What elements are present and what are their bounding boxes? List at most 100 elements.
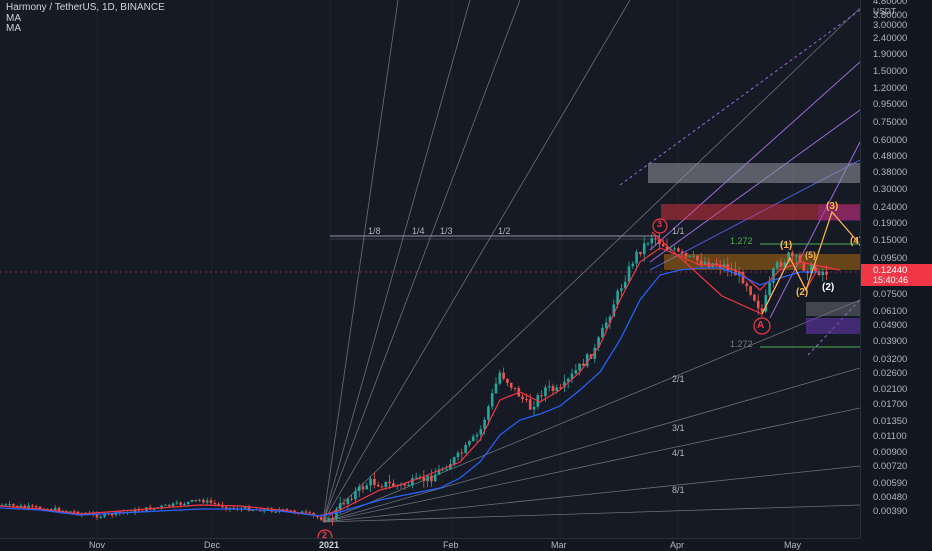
candle-body — [509, 382, 513, 388]
zone-red — [661, 204, 860, 220]
fan-label-4-1: 4/1 — [672, 448, 685, 458]
candle-body — [338, 503, 342, 510]
candle-body — [407, 485, 410, 487]
candle-body — [673, 248, 676, 250]
wave-label-2b: (2) — [822, 282, 835, 293]
candle-body — [65, 510, 68, 512]
wave-label-A: A — [757, 320, 765, 331]
wave-label-3-orange: (3) — [826, 201, 839, 212]
candle-body — [547, 386, 551, 388]
zone-purple-low — [806, 318, 860, 334]
candle-body — [616, 290, 619, 305]
candle-body — [513, 387, 517, 389]
candle-body — [498, 372, 502, 384]
candle-body — [335, 509, 338, 519]
candle-body — [692, 255, 695, 257]
fan-label-8-1: 8/1 — [672, 485, 685, 495]
candle-body — [441, 469, 445, 471]
candle-body — [312, 513, 315, 516]
candle-body — [133, 509, 137, 513]
price-level: 0.75000 — [873, 117, 908, 128]
candle-body — [680, 251, 684, 253]
candle-body — [53, 507, 57, 511]
candle-body — [768, 282, 771, 296]
fan-label-1-8: 1/8 — [368, 226, 381, 236]
price-level: 0.03200 — [873, 354, 908, 365]
price-chart-canvas[interactable] — [0, 0, 860, 538]
price-level: 0.09500 — [873, 253, 908, 264]
price-level: 2.40000 — [873, 33, 908, 44]
candle-body — [608, 316, 612, 323]
candle-body — [308, 512, 312, 514]
time-label-feb: Feb — [443, 540, 459, 550]
symbol-title[interactable]: Harmony / TetherUS, 1D, BINANCE — [6, 2, 165, 13]
candle-body — [316, 515, 319, 518]
candle-body — [357, 486, 361, 492]
time-axis[interactable]: Nov Dec 2021 Feb Mar Apr May — [0, 538, 860, 551]
candle-body — [468, 440, 471, 445]
chart-legend[interactable]: Harmony / TetherUS, 1D, BINANCE MA MA — [6, 2, 165, 35]
candle-body — [783, 262, 787, 267]
candle-body — [737, 271, 741, 276]
candle-body — [369, 478, 372, 486]
price-level: 0.19000 — [873, 218, 908, 229]
wave-orange-path — [761, 210, 859, 315]
candle-body — [69, 511, 72, 513]
price-unit: USDT — [873, 6, 897, 16]
candle-body — [555, 387, 559, 391]
candle-body — [623, 281, 627, 289]
candle-body — [658, 239, 661, 245]
candle-body — [741, 271, 745, 284]
price-level: 0.00900 — [873, 447, 908, 458]
candle-body — [346, 498, 350, 504]
scale-corner[interactable] — [860, 538, 932, 550]
candle-body — [243, 506, 247, 509]
price-level: 3.00000 — [873, 20, 908, 31]
candle-body — [756, 300, 760, 309]
candle-body — [19, 505, 23, 508]
wave-label-3: 3 — [657, 219, 663, 229]
price-level-top: 4.80000 — [873, 0, 908, 7]
candle-body — [23, 505, 27, 508]
candle-body — [110, 513, 114, 516]
price-level: 3.80000 — [873, 10, 908, 21]
time-label-mar: Mar — [551, 540, 567, 550]
candle-body — [764, 295, 768, 312]
candle-body — [12, 504, 15, 506]
candle-body — [787, 252, 790, 263]
price-level: 0.01350 — [873, 416, 908, 427]
candle-body — [281, 509, 285, 511]
candle-body — [479, 429, 483, 435]
candle-body — [327, 518, 331, 521]
ma-indicator-1[interactable]: MA — [6, 12, 21, 24]
candle-body — [384, 481, 388, 488]
candle-body — [380, 486, 384, 488]
candle-body — [563, 381, 566, 388]
price-level: 0.02600 — [873, 368, 908, 379]
candle-body — [251, 509, 255, 511]
chart-area[interactable]: Harmony / TetherUS, 1D, BINANCE MA MA 1/… — [0, 0, 860, 538]
candle-body — [388, 481, 391, 484]
candle-body — [289, 510, 293, 512]
zone-gray-low — [806, 302, 860, 316]
fan-label-1-2: 1/2 — [498, 226, 511, 236]
candle-body — [817, 270, 821, 276]
candle-body — [205, 500, 209, 503]
price-level: 1.90000 — [873, 49, 908, 60]
fan-label-2-1: 2/1 — [672, 374, 685, 384]
candle-body — [430, 475, 433, 482]
ma-indicator-2[interactable]: MA — [6, 23, 21, 34]
price-scale[interactable]: USDT 4.80000 3.80000 3.00000 2.40000 1.90000… — [860, 0, 932, 538]
price-level: 0.30000 — [873, 184, 908, 195]
price-level: 0.07500 — [873, 289, 908, 300]
candle-body — [103, 513, 106, 517]
candle-body — [460, 452, 464, 454]
candle-body — [794, 255, 798, 257]
candle-body — [718, 265, 722, 268]
candle-body — [688, 255, 692, 257]
candle-body — [456, 452, 460, 458]
time-label-nov: Nov — [89, 540, 106, 550]
candle-body — [813, 264, 817, 271]
wave-label-1: (1) — [780, 240, 793, 251]
zone-gray — [648, 163, 860, 183]
